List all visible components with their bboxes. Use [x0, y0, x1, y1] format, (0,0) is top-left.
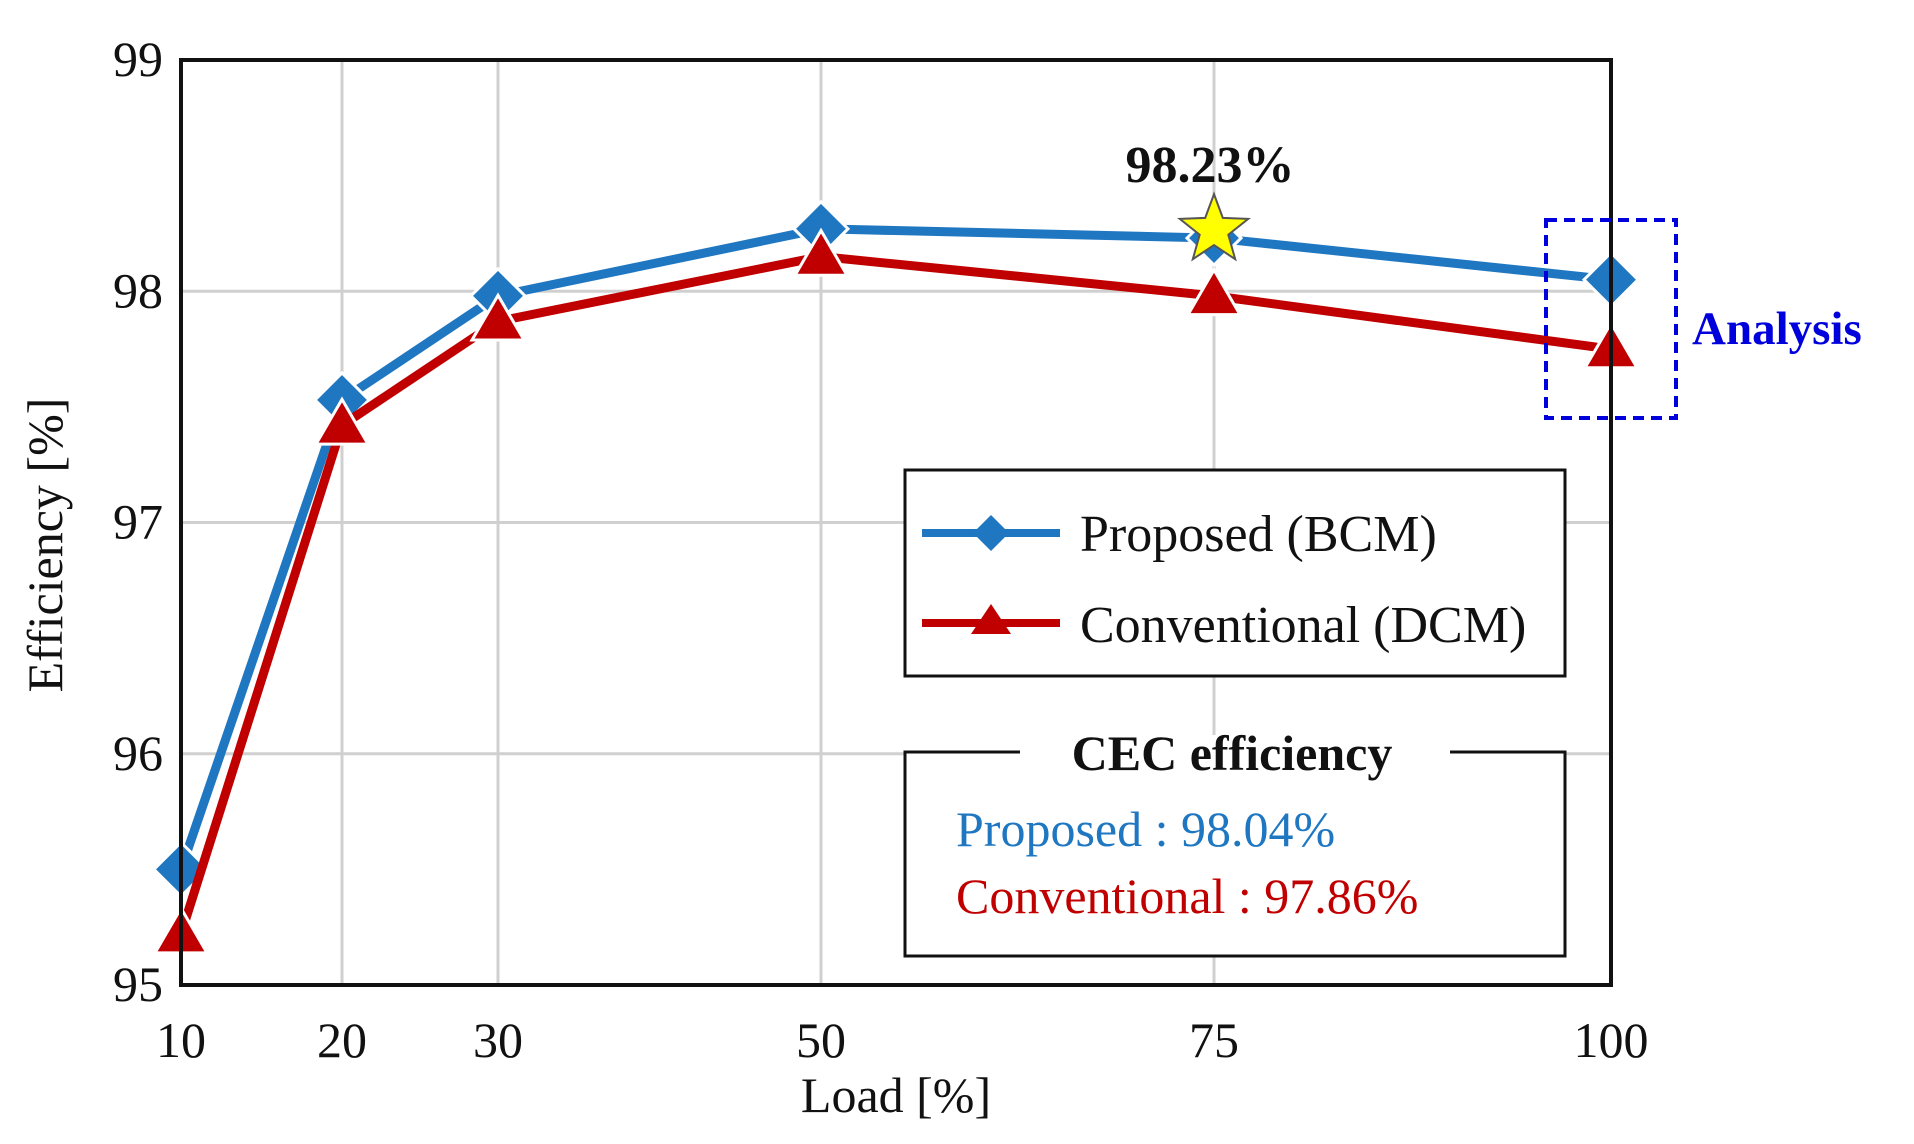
legend-proposed-diamond-marker: [973, 515, 1009, 551]
peak-label: 98.23%: [1126, 137, 1295, 194]
analysis-box: [1544, 218, 1678, 420]
peak-star-layer: [1177, 191, 1251, 262]
cec-box: [903, 750, 1567, 958]
legend-proposed: Proposed (BCM): [922, 506, 1437, 563]
point-conventional-50: [792, 227, 850, 277]
x-tick-label-50: 50: [796, 1012, 846, 1068]
legend-conventional-triangle-marker: [971, 604, 1011, 634]
y-tick-label-98: 98: [113, 262, 163, 318]
cec-title: CEC efficiency: [1072, 725, 1393, 781]
legend-conventional: Conventional (DCM): [922, 597, 1526, 654]
x-tick-label-75: 75: [1189, 1012, 1239, 1068]
y-tick-label-95: 95: [113, 956, 163, 1012]
x-tick-label-30: 30: [473, 1012, 523, 1068]
y-axis-title: Efficiency [%]: [17, 398, 73, 693]
series-line-conventional: [176, 252, 1612, 936]
y-tick-label-97: 97: [113, 494, 163, 550]
legend-proposed-label: Proposed (BCM): [1080, 506, 1437, 563]
legend-box: [903, 468, 1567, 678]
point-conventional-75: [1185, 266, 1243, 317]
y-tick-label-99: 99: [113, 31, 163, 87]
x-tick-label-100: 100: [1574, 1012, 1649, 1068]
tick-labels: 10 20 30 50 75 100 95 96 97 98 99: [113, 31, 1649, 1068]
peak-star-icon: [1177, 191, 1251, 262]
point-conventional-20: [313, 396, 371, 446]
cec-title-gap: [1020, 735, 1450, 771]
cec-conventional-value: Conventional : 97.86%: [956, 868, 1418, 924]
x-axis-title: Load [%]: [801, 1067, 991, 1123]
x-tick-label-20: 20: [317, 1012, 367, 1068]
x-tick-label-10: 10: [156, 1012, 206, 1068]
point-conventional-30: [469, 292, 527, 342]
series-line-proposed: [176, 224, 1612, 871]
legend-conventional-label: Conventional (DCM): [1080, 597, 1526, 654]
plot-frame: [179, 58, 1613, 987]
y-tick-label-96: 96: [113, 725, 163, 781]
analysis-label: Analysis: [1692, 303, 1862, 355]
cec-proposed-value: Proposed : 98.04%: [956, 801, 1335, 857]
